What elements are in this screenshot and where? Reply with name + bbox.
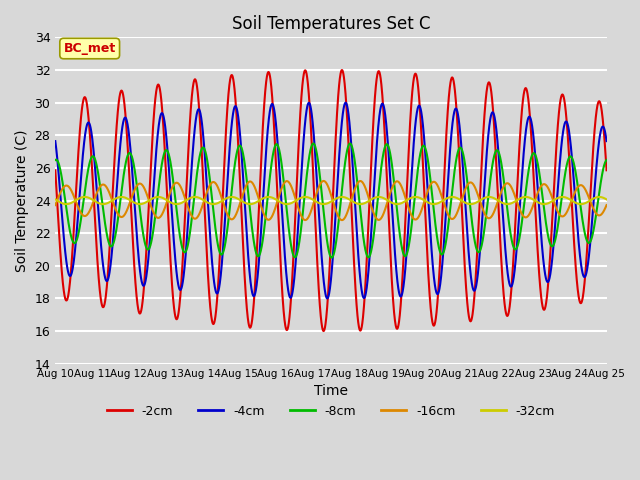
- Legend: -2cm, -4cm, -8cm, -16cm, -32cm: -2cm, -4cm, -8cm, -16cm, -32cm: [102, 400, 560, 423]
- Title: Soil Temperatures Set C: Soil Temperatures Set C: [232, 15, 430, 33]
- Y-axis label: Soil Temperature (C): Soil Temperature (C): [15, 129, 29, 272]
- X-axis label: Time: Time: [314, 384, 348, 398]
- Text: BC_met: BC_met: [63, 42, 116, 55]
